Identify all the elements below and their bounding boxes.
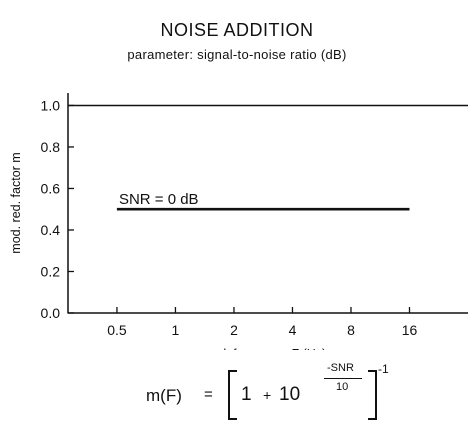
series-annotation: SNR = 0 dB (119, 191, 199, 208)
x-tick-label: 8 (347, 322, 355, 338)
formula-one: 1 (241, 384, 252, 405)
formula-base: 10 (279, 384, 301, 405)
y-tick-label: 0.6 (41, 180, 61, 196)
y-tick-label: 0.4 (41, 222, 61, 238)
x-tick-label: 2 (230, 322, 238, 338)
x-tick-label: 4 (289, 322, 297, 338)
formula-outer-exponent: -1 (378, 362, 389, 376)
x-tick-label: 16 (402, 322, 418, 338)
y-tick-label: 0.8 (41, 139, 61, 155)
formula-exp-denominator: 10 (336, 381, 349, 393)
formula-right-bracket (368, 370, 377, 420)
formula-exp-numerator: -SNR (327, 362, 354, 374)
chart-subtitle: parameter: signal-to-noise ratio (dB) (127, 47, 347, 62)
plot-area: 0.0 0.2 0.4 0.6 0.8 1.0 0.5 1 2 4 8 16 mod. frequenc… (9, 93, 468, 350)
y-tick-label: 1.0 (41, 97, 61, 113)
x-axis-title: mod. frequency F (Hz) (202, 347, 326, 350)
x-tick-label: 0.5 (107, 322, 127, 338)
y-tick-label: 0.0 (41, 305, 61, 321)
formula-lhs: m(F) (146, 386, 182, 405)
y-tick-label: 0.2 (41, 263, 61, 279)
formula-equals: = (204, 386, 213, 403)
y-axis-title: mod. red. factor m (9, 152, 23, 253)
x-tick-label: 1 (172, 322, 180, 338)
chart-title: NOISE ADDITION (160, 20, 314, 40)
formula-left-bracket (228, 370, 237, 420)
formula-fraction-bar (324, 378, 362, 379)
formula-plus: + (263, 387, 272, 403)
